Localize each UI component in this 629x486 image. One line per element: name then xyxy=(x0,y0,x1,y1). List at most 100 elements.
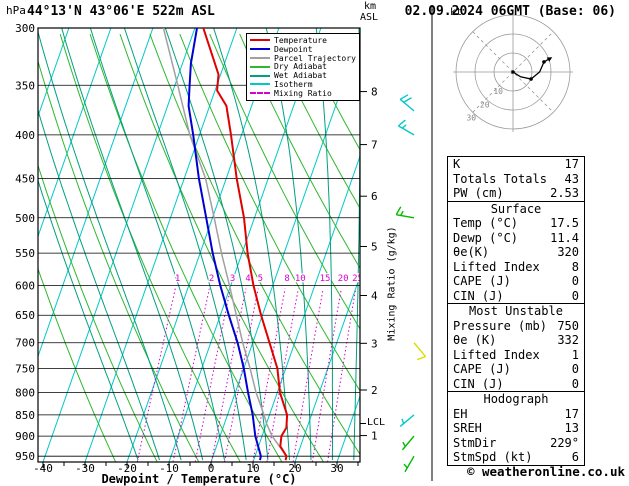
panel-row: Temp (°C) 17.5 xyxy=(448,216,584,231)
indices-panel: K 17 Totals Totals 43 PW (cm) 2.53 Surface Temp… xyxy=(447,156,585,466)
wind-barbs xyxy=(395,94,427,473)
panel-row: Lifted Index 8 xyxy=(448,260,584,275)
svg-text:450: 450 xyxy=(15,173,35,186)
series-temperature xyxy=(202,28,289,461)
panel-row: CIN (J) 0 xyxy=(448,377,584,392)
svg-text:10: 10 xyxy=(295,274,306,284)
panel-section-title: Surface xyxy=(448,200,584,217)
svg-text:7: 7 xyxy=(371,139,378,152)
legend-item-label: Isotherm xyxy=(274,79,313,89)
km-axis-asl: ASL xyxy=(360,12,379,23)
panel-row-label: EH xyxy=(453,406,468,421)
mixing-ratio-axis-label: Mixing Ratio (g/kg) xyxy=(386,226,398,341)
km-axis-unit: km xyxy=(364,1,377,12)
legend-item-label: Mixing Ratio xyxy=(274,88,332,98)
hodograph-arrow xyxy=(546,57,553,62)
legend-item: Temperature xyxy=(250,36,356,45)
panel-row: θe(K) 320 xyxy=(448,245,584,260)
svg-text:5: 5 xyxy=(258,274,263,284)
panel-row-value: 8 xyxy=(571,259,579,274)
legend-line-sample xyxy=(250,56,270,59)
svg-text:10: 10 xyxy=(246,462,259,475)
panel-row-value: 17 xyxy=(564,157,579,171)
panel-row: EH 17 xyxy=(448,407,584,422)
svg-text:1: 1 xyxy=(175,274,180,284)
legend-item: Isotherm xyxy=(250,80,356,89)
panel-row-label: CIN (J) xyxy=(453,288,504,303)
legend-item: Wet Adiabat xyxy=(250,71,356,80)
panel-row-value: 17.5 xyxy=(550,216,579,230)
panel-row-label: Totals Totals xyxy=(453,171,547,186)
panel-row-value: 229° xyxy=(550,435,579,450)
panel-row: PW (cm) 2.53 xyxy=(448,186,584,201)
panel-row-label: θe (K) xyxy=(453,333,497,347)
panel-row-label: Temp (°C) xyxy=(453,216,519,230)
legend-item: Mixing Ratio xyxy=(250,89,356,98)
legend-item: Parcel Trajectory xyxy=(250,54,356,63)
svg-text:15: 15 xyxy=(320,274,331,284)
panel-row-value: 13 xyxy=(564,421,579,435)
svg-text:300: 300 xyxy=(15,22,35,35)
datetime-label: 02.09.2024 06GMT (Base: 06) xyxy=(404,4,616,19)
panel-row-value: 0 xyxy=(571,288,579,303)
svg-text:20: 20 xyxy=(288,462,301,475)
panel-row-value: 11.4 xyxy=(550,230,579,245)
sounding-curves xyxy=(162,28,289,461)
legend-item-label: Dry Adiabat xyxy=(274,62,327,72)
svg-text:25: 25 xyxy=(352,274,363,284)
svg-text:-30: -30 xyxy=(75,462,95,475)
legend-item-label: Dewpoint xyxy=(274,44,313,54)
svg-text:850: 850 xyxy=(15,409,35,422)
x-axis-label: Dewpoint / Temperature (°C) xyxy=(101,472,297,486)
svg-text:-10: -10 xyxy=(159,462,179,475)
svg-text:5: 5 xyxy=(371,240,378,253)
panel-row: K 17 xyxy=(448,157,584,172)
panel-row-value: 1 xyxy=(571,347,579,362)
panel-row-label: CIN (J) xyxy=(453,376,504,391)
legend-line-sample xyxy=(250,65,270,68)
series-dewpoint xyxy=(187,28,262,461)
panel-row-label: StmSpd (kt) xyxy=(453,450,533,464)
lcl-label: LCL xyxy=(367,417,386,428)
svg-text:500: 500 xyxy=(15,212,35,225)
svg-text:400: 400 xyxy=(15,129,35,142)
svg-text:8: 8 xyxy=(371,86,378,99)
panel-section-title: Most Unstable xyxy=(448,303,584,319)
svg-text:10: 10 xyxy=(493,87,503,96)
svg-text:0: 0 xyxy=(208,462,215,475)
svg-text:8: 8 xyxy=(284,274,289,284)
panel-row-label: PW (cm) xyxy=(453,186,504,200)
panel-row-value: 320 xyxy=(557,245,579,259)
panel-row: θe (K) 332 xyxy=(448,333,584,348)
svg-text:900: 900 xyxy=(15,430,35,443)
panel-row-label: CAPE (J) xyxy=(453,274,511,288)
panel-row-value: 6 xyxy=(571,450,579,464)
panel-section-title: Hodograph xyxy=(448,391,584,407)
axis-ticks-and-labels: 3003504004505005506006507007508008509009… xyxy=(15,22,378,475)
panel-row-label: Lifted Index xyxy=(453,259,540,274)
hodograph-unit-label: kt xyxy=(450,7,463,18)
svg-text:4: 4 xyxy=(245,274,250,284)
panel-row-label: Lifted Index xyxy=(453,347,540,362)
panel-row-value: 750 xyxy=(557,318,579,333)
svg-text:600: 600 xyxy=(15,279,35,292)
svg-text:-20: -20 xyxy=(117,462,137,475)
svg-text:20: 20 xyxy=(338,274,349,284)
panel-row-value: 332 xyxy=(557,333,579,347)
copyright-label: © weatheronline.co.uk xyxy=(466,464,625,479)
legend-item-label: Temperature xyxy=(274,35,327,45)
legend-item-label: Parcel Trajectory xyxy=(274,53,356,63)
svg-text:4: 4 xyxy=(371,289,378,302)
svg-text:650: 650 xyxy=(15,309,35,322)
panel-row-label: CAPE (J) xyxy=(453,362,511,376)
svg-text:2: 2 xyxy=(371,384,378,397)
panel-row: SREH 13 xyxy=(448,421,584,436)
panel-row-value: 43 xyxy=(564,171,579,186)
legend-item-label: Wet Adiabat xyxy=(274,71,327,81)
panel-row-value: 0 xyxy=(571,376,579,391)
legend-line-sample xyxy=(250,74,270,77)
svg-text:30: 30 xyxy=(330,462,343,475)
legend: Temperature Dewpoint Parcel Trajectory Dry … xyxy=(246,33,360,101)
